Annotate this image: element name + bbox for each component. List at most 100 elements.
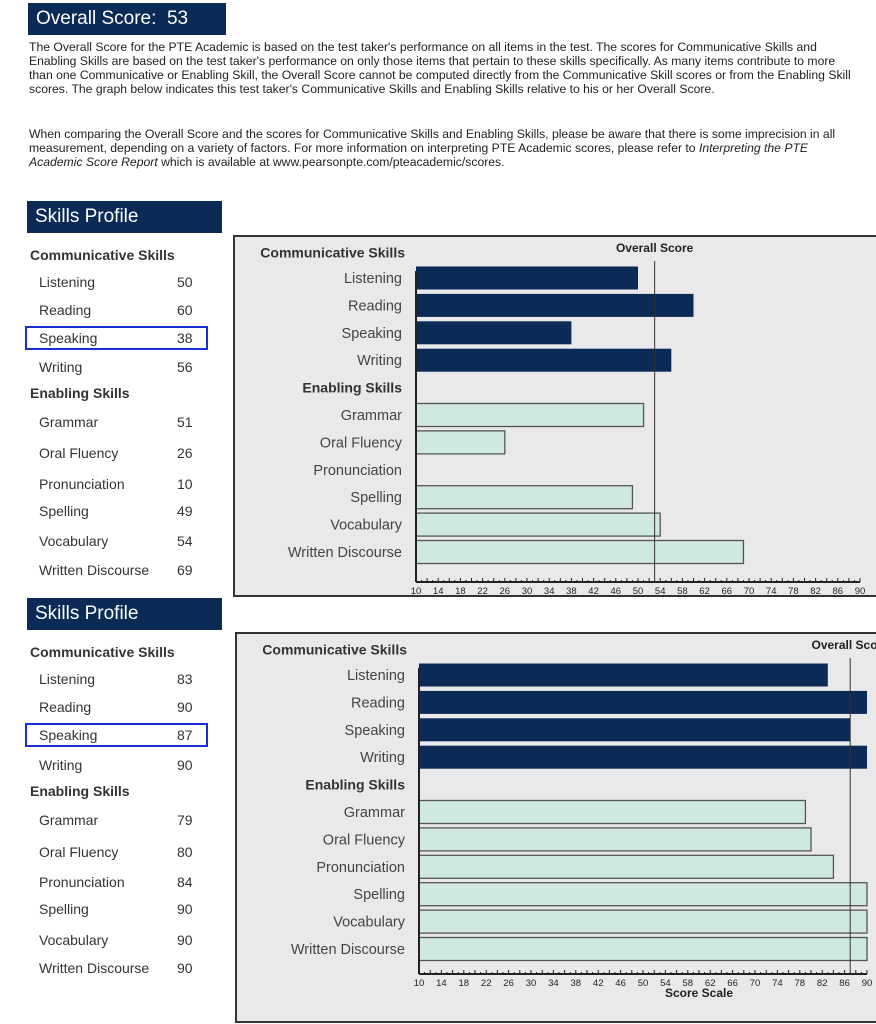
skill-label: Writing	[39, 359, 83, 375]
bar-vocabulary	[415, 512, 661, 537]
x-tick-label: 70	[744, 586, 755, 597]
note-tail: which is available at www.pearsonpte.com…	[157, 155, 505, 169]
skill-score: 50	[177, 274, 193, 290]
skill-label: Written Discourse	[39, 562, 150, 578]
bar-label: Written Discourse	[288, 545, 402, 561]
x-tick-label: 26	[500, 586, 511, 597]
skill-label: Enabling Skills	[30, 783, 130, 799]
bar-label: Oral Fluency	[320, 435, 403, 451]
x-tick-label: 74	[772, 978, 783, 989]
score-explanation: The Overall Score for the PTE Academic i…	[29, 40, 851, 96]
skills-profile-header-2: Skills Profile	[27, 598, 222, 630]
skill-label: Vocabulary	[39, 932, 109, 948]
x-tick-label: 18	[455, 586, 466, 597]
x-tick-label: 78	[795, 978, 806, 989]
skill-score: 84	[177, 874, 193, 890]
skill-score: 69	[177, 562, 193, 578]
skill-label: Spelling	[39, 901, 89, 917]
x-tick-label: 58	[677, 586, 688, 597]
overall-score-label: Overall Score	[616, 241, 694, 255]
bar-oral-fluency	[415, 430, 506, 455]
skill-label: Communicative Skills	[30, 644, 175, 660]
x-tick-label: 38	[566, 586, 577, 597]
skill-score: 87	[177, 727, 193, 743]
bar-label: Vocabulary	[333, 915, 405, 931]
x-tick-label: 50	[638, 978, 649, 989]
x-tick-label: 22	[481, 978, 492, 989]
bar-written-discourse	[418, 936, 868, 962]
bar-vocabulary	[418, 909, 868, 934]
x-tick-label: 86	[833, 586, 844, 597]
bar-label: Pronunciation	[316, 860, 405, 876]
bar-oral-fluency	[418, 827, 812, 852]
report-title: Interpreting the PTE Academic Score Repo…	[29, 141, 809, 169]
x-tick-label: 10	[411, 586, 422, 597]
bar-speaking	[416, 321, 572, 345]
x-tick-label: 30	[526, 978, 537, 989]
bar-grammar	[418, 799, 807, 825]
skill-label: Grammar	[39, 414, 99, 430]
bar-label: Pronunciation	[313, 463, 402, 479]
bar-label: Speaking	[345, 723, 405, 739]
x-tick-label: 78	[788, 586, 799, 597]
bar-written-discourse	[415, 539, 745, 565]
skill-score: 51	[177, 414, 193, 430]
overall-score-value: 53	[166, 8, 189, 29]
x-tick-label: 10	[414, 978, 425, 989]
x-axis-label: Score Scale	[665, 986, 733, 1000]
skill-label: Writing	[39, 757, 83, 773]
skill-score: 10	[177, 476, 193, 492]
x-tick-label: 58	[683, 978, 694, 989]
skill-label: Oral Fluency	[39, 445, 119, 461]
bar-listening	[416, 266, 638, 290]
bar-label: Grammar	[344, 805, 405, 821]
x-tick-label: 50	[633, 586, 644, 597]
note-text: When comparing the Overall Score and the…	[29, 127, 836, 155]
x-tick-label: 90	[862, 978, 873, 989]
x-tick-label: 86	[839, 978, 850, 989]
imprecision-note: When comparing the Overall Score and the…	[29, 127, 859, 169]
skill-score: 90	[177, 932, 193, 948]
bar-label: Vocabulary	[330, 518, 402, 534]
bar-grammar	[415, 402, 645, 428]
overall-score-label: Overall Score	[812, 638, 876, 652]
bar-label: Written Discourse	[291, 942, 405, 958]
bar-label: Listening	[344, 271, 402, 287]
bar-label: Grammar	[341, 408, 402, 424]
x-tick-label: 90	[855, 586, 866, 597]
skill-label: Speaking	[39, 727, 98, 743]
skill-label: Pronunciation	[39, 476, 125, 492]
skill-label: Listening	[39, 274, 96, 290]
skill-score: 83	[177, 671, 193, 687]
skills-profile-title: Skills Profile	[35, 603, 139, 624]
x-tick-label: 22	[477, 586, 488, 597]
skills-chart-1: Communicative Skills Listening Reading Spea…	[233, 235, 876, 597]
x-tick-label: 42	[588, 586, 599, 597]
group-heading: Enabling Skills	[302, 380, 402, 396]
bar-label: Writing	[360, 750, 405, 766]
bar-pronunciation	[418, 854, 835, 879]
x-tick-label: 54	[660, 978, 671, 989]
bar-writing	[419, 745, 867, 769]
bar-spelling	[418, 882, 868, 907]
x-tick-label: 66	[722, 586, 733, 597]
bar-label: Writing	[357, 353, 402, 369]
skill-score: 26	[177, 445, 193, 461]
x-tick-label: 14	[433, 586, 444, 597]
skill-score: 90	[177, 901, 193, 917]
skills-profile-header-1: Skills Profile	[27, 201, 222, 233]
x-tick-label: 46	[615, 978, 626, 989]
chart-svg: Communicative Skills Listening Reading Spea…	[262, 638, 876, 1000]
x-tick-label: 34	[548, 978, 559, 989]
speaking-highlight-box	[25, 326, 208, 350]
x-tick-label: 18	[459, 978, 470, 989]
skills-profile-title: Skills Profile	[35, 206, 139, 227]
x-tick-label: 26	[503, 978, 514, 989]
x-tick-label: 70	[750, 978, 761, 989]
skill-label: Vocabulary	[39, 533, 109, 549]
bar-label: Reading	[348, 298, 402, 314]
bar-writing	[416, 348, 672, 372]
skill-score: 38	[177, 330, 193, 346]
skill-label: Reading	[39, 302, 92, 318]
x-tick-label: 42	[593, 978, 604, 989]
